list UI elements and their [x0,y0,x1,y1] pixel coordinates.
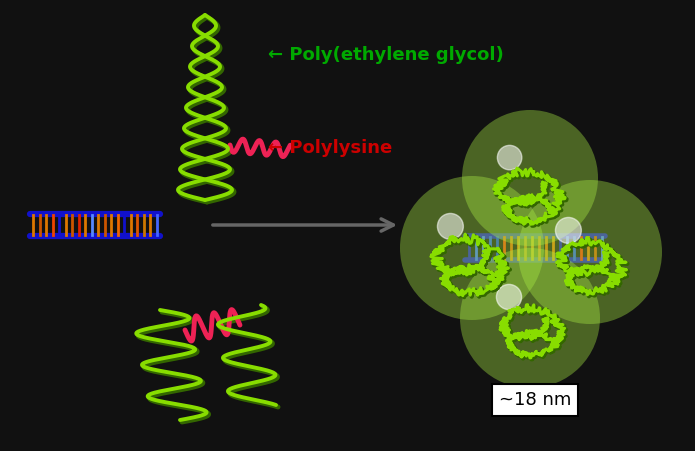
Text: ← Poly(ethylene glycol): ← Poly(ethylene glycol) [268,46,504,64]
Circle shape [498,145,522,170]
Circle shape [518,180,662,324]
Circle shape [555,217,581,244]
Circle shape [460,248,600,388]
FancyArrowPatch shape [213,219,393,231]
Circle shape [496,285,522,309]
Circle shape [400,176,544,320]
Circle shape [462,110,598,246]
Circle shape [437,213,464,239]
Text: ← Polylysine: ← Polylysine [268,139,392,157]
Text: ~18 nm: ~18 nm [499,391,571,409]
